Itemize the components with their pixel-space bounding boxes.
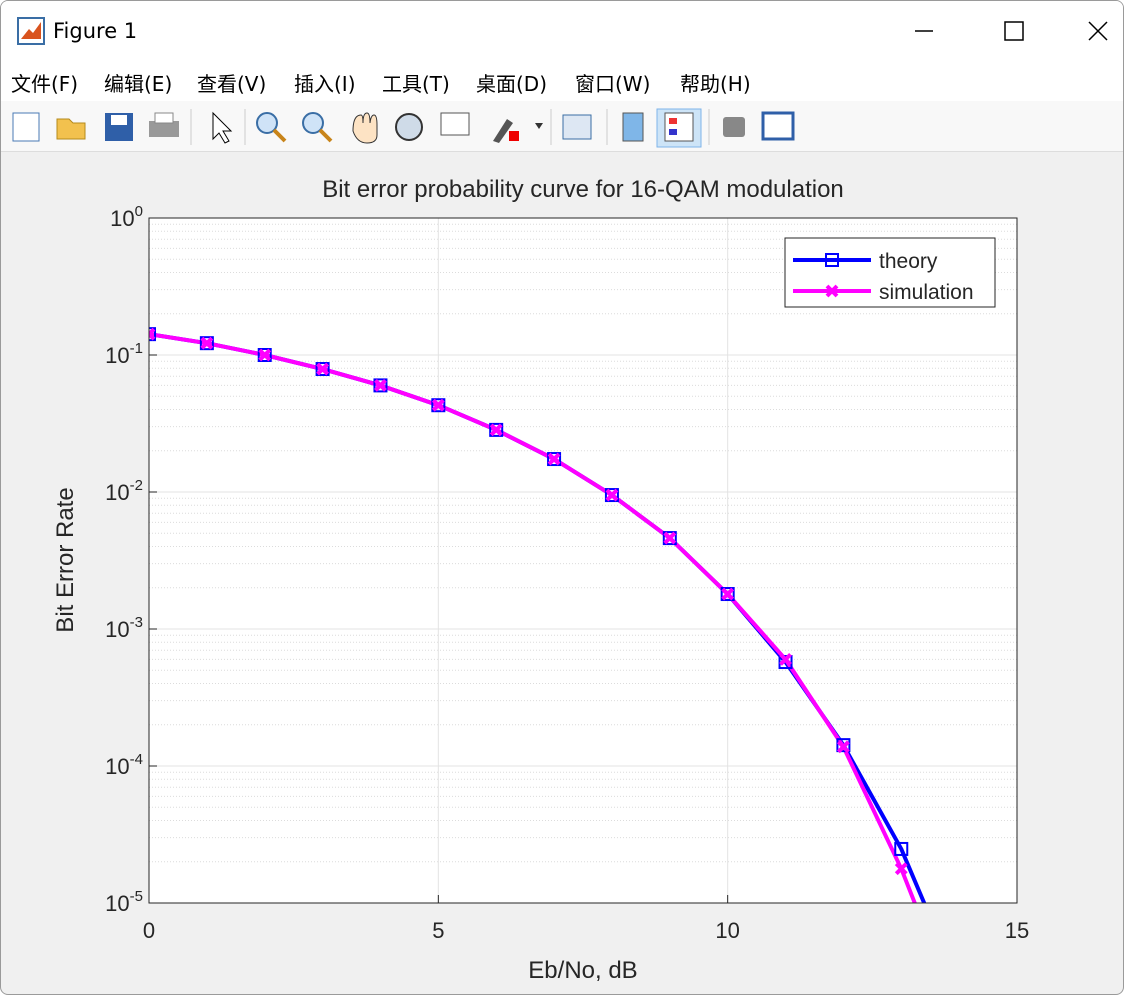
- marker: [431, 398, 445, 412]
- menu-item[interactable]: 工具(T): [382, 72, 450, 96]
- marker: [199, 336, 214, 351]
- marker: [778, 655, 793, 670]
- x-tick-label: 5: [432, 918, 444, 943]
- x-axis-label: Eb/No, dB: [528, 957, 637, 984]
- window-title: Figure 1: [53, 19, 138, 43]
- window-controls[interactable]: [883, 1, 1123, 61]
- menu-item[interactable]: 插入(I): [294, 72, 356, 96]
- marker: [257, 348, 272, 362]
- menu-item[interactable]: 帮助(H): [680, 72, 751, 96]
- axes-frame: [148, 217, 1018, 904]
- x-tick-label: 0: [143, 918, 155, 943]
- marker: [547, 452, 562, 467]
- marker: [663, 531, 677, 545]
- legend-label: simulation: [879, 281, 974, 304]
- plot-area: [149, 218, 1017, 903]
- y-tick-label: 10-1: [105, 340, 143, 368]
- legend-box: [784, 237, 996, 308]
- marker: [953, 979, 965, 991]
- menu-item[interactable]: 桌面(D): [476, 72, 548, 96]
- legend-marker: [825, 284, 839, 298]
- marker: [315, 362, 330, 377]
- marker: [779, 652, 792, 666]
- marker: [200, 336, 214, 350]
- y-tick-label: 100: [110, 203, 143, 231]
- toolbar: [1, 101, 1123, 152]
- legend-label: theory: [879, 250, 938, 273]
- y-tick-label: 10-3: [105, 614, 143, 642]
- marker: [605, 488, 619, 502]
- marker: [836, 740, 850, 754]
- y-tick-label: 10-4: [105, 751, 143, 779]
- chart: Bit error probability curve for 16-QAM m…: [52, 176, 1029, 991]
- marker: [149, 327, 156, 341]
- title-bar: Figure 1: [1, 1, 1123, 61]
- marker: [547, 452, 561, 466]
- marker: [604, 488, 619, 503]
- marker: [373, 378, 388, 393]
- marker: [489, 422, 504, 437]
- menu-item[interactable]: 查看(V): [197, 72, 267, 96]
- legend-marker: [825, 253, 839, 267]
- menu-item[interactable]: 文件(F): [11, 72, 79, 96]
- menu-item[interactable]: 编辑(E): [104, 72, 173, 96]
- marker: [662, 531, 677, 546]
- marker: [316, 362, 330, 376]
- marker: [836, 738, 851, 753]
- app-icon: [17, 17, 45, 45]
- y-tick-label: 10-5: [105, 888, 143, 916]
- marker: [720, 587, 735, 602]
- marker: [374, 378, 387, 392]
- marker: [489, 423, 503, 437]
- marker: [721, 587, 735, 601]
- y-axis-label: Bit Error Rate: [52, 487, 79, 632]
- marker: [149, 327, 156, 342]
- marker: [431, 398, 446, 413]
- menu-item[interactable]: 窗口(W): [575, 72, 651, 96]
- y-tick-label: 10-2: [105, 477, 143, 505]
- x-tick-label: 10: [715, 918, 739, 943]
- toolbar-icons[interactable]: [1, 101, 821, 151]
- menu-bar: 文件(F) 编辑(E) 查看(V) 插入(I) 工具(T) 桌面(D) 窗口(W) 帮助(H): [1, 61, 1123, 101]
- marker: [258, 348, 272, 362]
- x-tick-label: 15: [1005, 918, 1029, 943]
- marker: [894, 862, 908, 876]
- marker: [894, 841, 909, 856]
- chart-title: Bit error probability curve for 16-QAM m…: [322, 176, 844, 203]
